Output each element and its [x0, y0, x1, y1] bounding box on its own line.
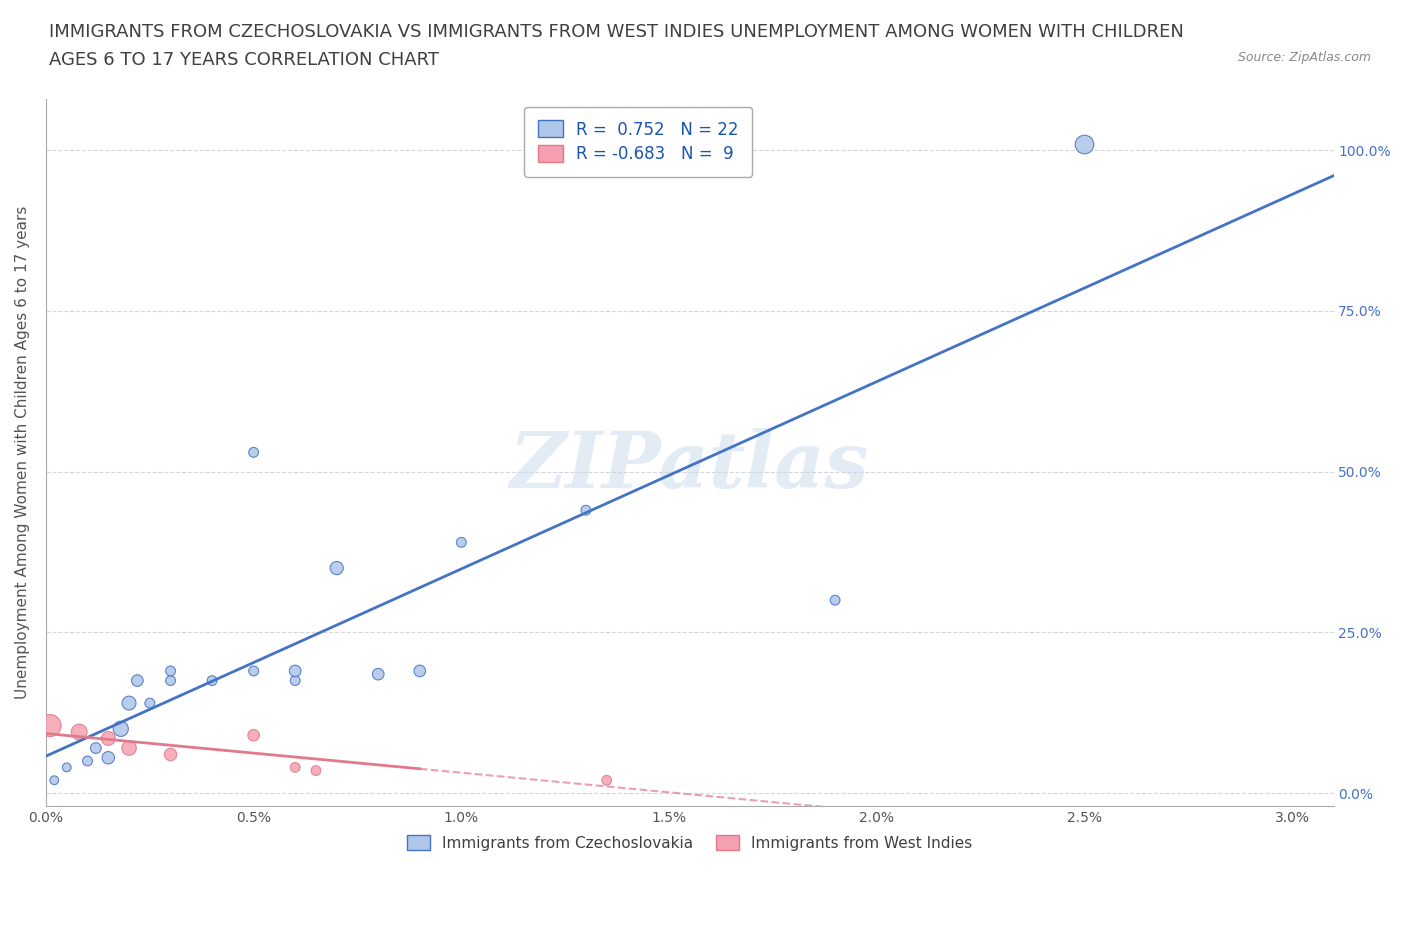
Point — [55, 760, 77, 775]
Point — [159, 747, 181, 762]
Point — [159, 673, 181, 688]
Y-axis label: Unemployment Among Women with Children Ages 6 to 17 years: Unemployment Among Women with Children A… — [15, 206, 30, 699]
Text: AGES 6 TO 17 YEARS CORRELATION CHART: AGES 6 TO 17 YEARS CORRELATION CHART — [49, 51, 439, 69]
Point — [242, 445, 264, 459]
Point — [118, 696, 141, 711]
Point — [127, 673, 149, 688]
Point — [325, 561, 347, 576]
Point — [76, 753, 98, 768]
Point — [242, 728, 264, 743]
Point — [367, 667, 389, 682]
Point — [450, 535, 472, 550]
Point — [201, 673, 224, 688]
Point — [84, 740, 107, 755]
Point — [139, 696, 162, 711]
Point — [409, 663, 432, 678]
Point — [67, 724, 90, 739]
Text: Source: ZipAtlas.com: Source: ZipAtlas.com — [1237, 51, 1371, 64]
Point — [575, 503, 598, 518]
Point — [284, 663, 307, 678]
Text: ZIPatlas: ZIPatlas — [510, 428, 869, 505]
Legend: Immigrants from Czechoslovakia, Immigrants from West Indies: Immigrants from Czechoslovakia, Immigran… — [399, 827, 980, 858]
Point — [159, 663, 181, 678]
Point — [97, 731, 120, 746]
Point — [39, 718, 62, 733]
Point — [110, 722, 132, 737]
Point — [1073, 137, 1095, 152]
Text: IMMIGRANTS FROM CZECHOSLOVAKIA VS IMMIGRANTS FROM WEST INDIES UNEMPLOYMENT AMONG: IMMIGRANTS FROM CZECHOSLOVAKIA VS IMMIGR… — [49, 23, 1184, 41]
Point — [118, 740, 141, 755]
Point — [284, 760, 307, 775]
Point — [44, 773, 66, 788]
Point — [595, 773, 617, 788]
Point — [824, 592, 846, 607]
Point — [284, 673, 307, 688]
Point — [97, 751, 120, 765]
Point — [242, 663, 264, 678]
Point — [305, 764, 328, 778]
